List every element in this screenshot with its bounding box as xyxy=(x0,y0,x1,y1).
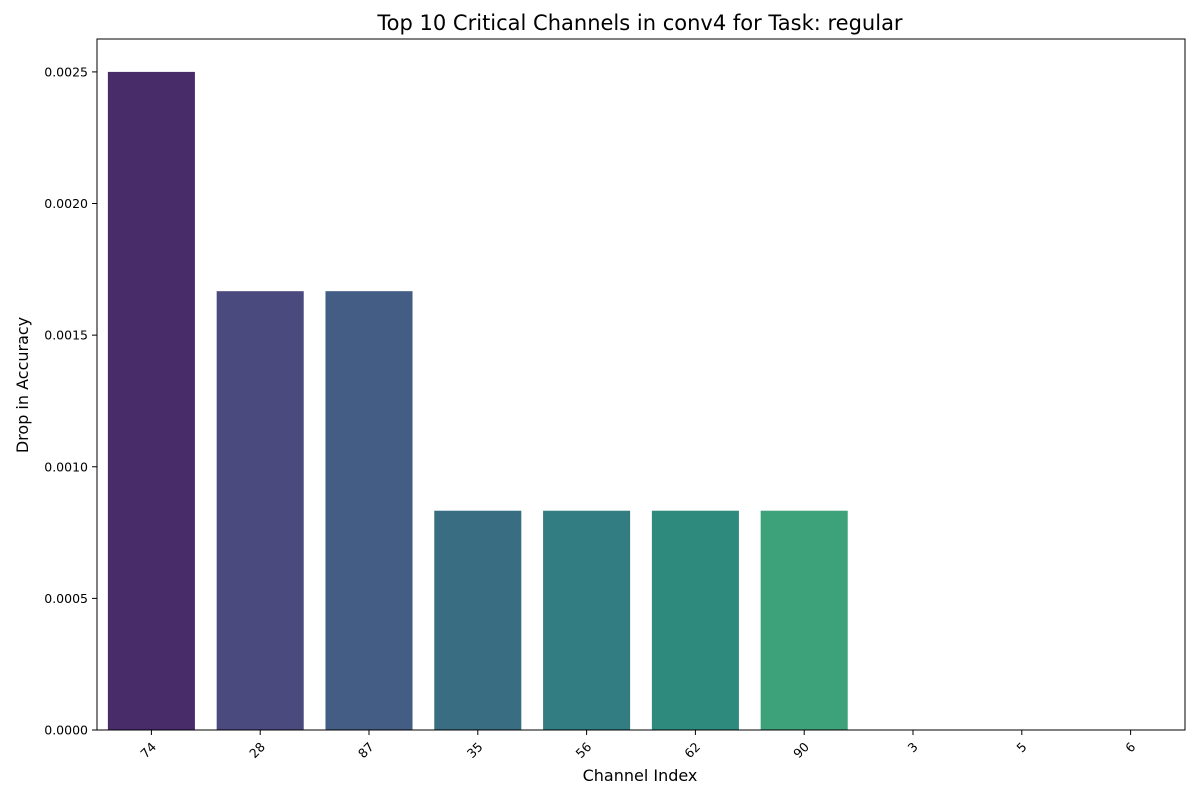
bar-channel-90 xyxy=(760,510,848,730)
y-tick-label: 0.0010 xyxy=(44,459,88,474)
y-axis-ticks: 0.0000 0.0005 0.0010 0.0015 0.0020 0.0025 xyxy=(44,64,97,738)
axes-layer xyxy=(96,38,1186,731)
y-tick-label: 0.0005 xyxy=(44,591,88,606)
bar-channel-56 xyxy=(543,510,631,730)
bar-channel-35 xyxy=(434,510,522,730)
y-tick-label: 0.0015 xyxy=(44,328,88,343)
y-tick-label: 0.0025 xyxy=(44,64,88,79)
bars-layer xyxy=(107,71,848,730)
bar-channel-62 xyxy=(651,510,739,730)
plot-frame xyxy=(96,38,1186,731)
bar-channel-74 xyxy=(107,71,195,730)
y-axis-title: Drop in Accuracy xyxy=(13,317,32,453)
chart-title: Top 10 Critical Channels in conv4 for Ta… xyxy=(376,11,903,35)
y-tick-label: 0.0000 xyxy=(44,723,88,738)
bar-channel-28 xyxy=(216,291,304,730)
bar-channel-87 xyxy=(325,291,413,730)
x-axis-title: Channel Index xyxy=(583,766,698,785)
y-tick-label: 0.0020 xyxy=(44,196,88,211)
